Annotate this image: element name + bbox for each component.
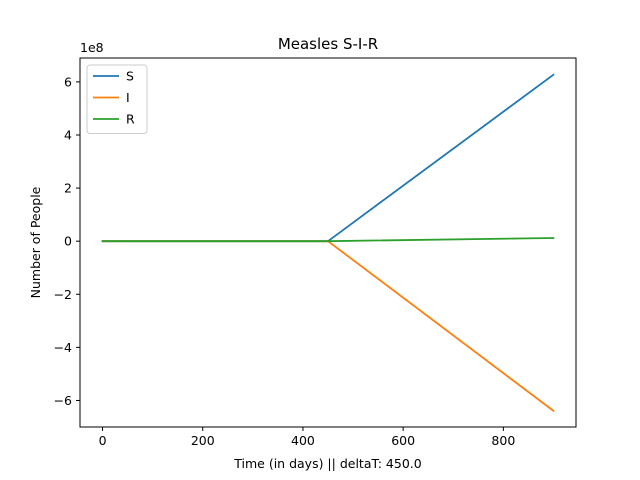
x-tick-label: 400 — [291, 433, 315, 448]
y-axis-title: Number of People — [28, 186, 43, 298]
series-layer — [101, 73, 555, 413]
x-tick-label: 0 — [99, 433, 107, 448]
x-tick-label: 200 — [191, 433, 215, 448]
y-tick-label: 2 — [64, 181, 72, 196]
legend-label-s: S — [126, 69, 134, 84]
legend-box — [86, 64, 148, 134]
y-tick-label: 0 — [64, 234, 72, 249]
x-tick-label: 800 — [491, 433, 515, 448]
legend-label-i: I — [126, 90, 130, 105]
y-tick-label: 6 — [64, 74, 72, 89]
y-tick-label: −4 — [54, 340, 72, 355]
series-line-r — [101, 237, 555, 243]
chart-title: Measles S-I-R — [278, 35, 378, 53]
x-tick-label: 600 — [391, 433, 415, 448]
x-axis-title: Time (in days) || deltaT: 450.0 — [233, 456, 421, 471]
x-axis-ticks: 0 200 400 600 800 — [99, 427, 515, 448]
plot-frame — [79, 57, 577, 428]
y-axis-ticks: −6 −4 −2 0 2 4 6 — [54, 74, 80, 408]
legend: SIR — [86, 64, 148, 134]
y-tick-label: −6 — [54, 393, 72, 408]
y-tick-label: −2 — [54, 287, 72, 302]
legend-label-r: R — [126, 112, 135, 127]
y-axis-scale-label: 1e8 — [80, 40, 104, 55]
y-tick-label: 4 — [64, 127, 72, 142]
